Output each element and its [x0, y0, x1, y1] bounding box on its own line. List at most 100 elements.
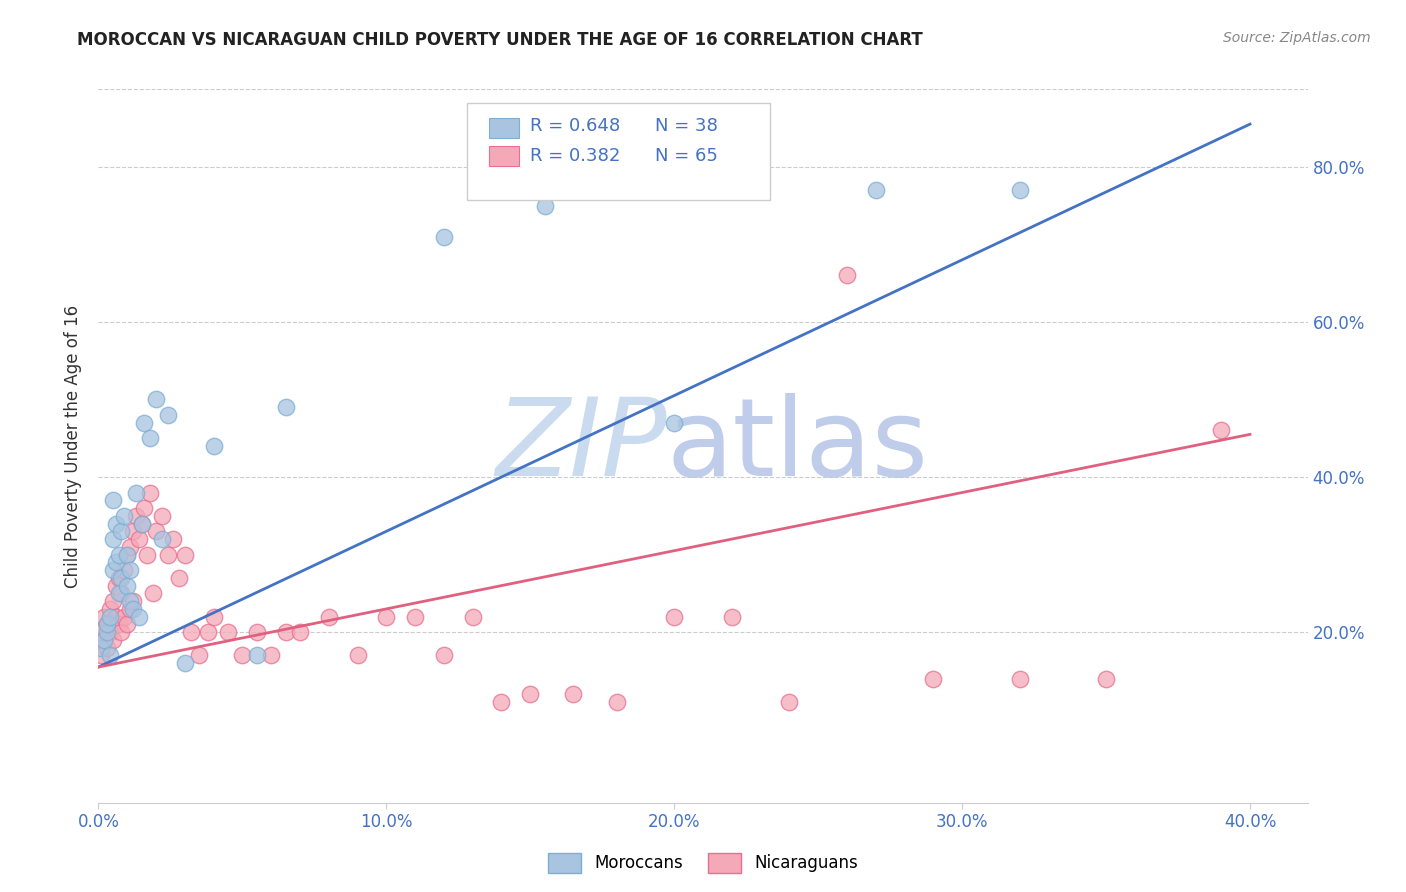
Point	[112, 609, 135, 624]
Point	[104, 609, 127, 624]
Point	[835, 268, 858, 283]
Point	[1008, 672, 1031, 686]
Text: MOROCCAN VS NICARAGUAN CHILD POVERTY UNDER THE AGE OF 16 CORRELATION CHART: MOROCCAN VS NICARAGUAN CHILD POVERTY UND…	[77, 31, 924, 49]
Point	[90, 625, 112, 640]
Point	[110, 625, 132, 640]
Point	[145, 524, 167, 539]
Point	[865, 183, 887, 197]
Point	[104, 555, 127, 569]
FancyBboxPatch shape	[489, 146, 519, 166]
Point	[922, 672, 945, 686]
Point	[150, 508, 173, 523]
Text: R = 0.648: R = 0.648	[530, 118, 620, 136]
Point	[93, 632, 115, 647]
Point	[404, 609, 426, 624]
FancyBboxPatch shape	[467, 103, 769, 200]
Point	[231, 648, 253, 663]
Point	[288, 625, 311, 640]
Point	[120, 540, 142, 554]
Point	[115, 548, 138, 562]
Point	[115, 548, 138, 562]
Point	[96, 617, 118, 632]
Point	[101, 632, 124, 647]
Point	[98, 602, 121, 616]
Point	[131, 516, 153, 531]
Point	[101, 532, 124, 546]
Text: atlas: atlas	[666, 393, 929, 499]
Point	[134, 501, 156, 516]
Point	[246, 625, 269, 640]
Point	[217, 625, 239, 640]
Text: Source: ZipAtlas.com: Source: ZipAtlas.com	[1223, 31, 1371, 45]
Point	[104, 516, 127, 531]
Point	[180, 625, 202, 640]
Point	[720, 609, 742, 624]
Point	[110, 571, 132, 585]
Point	[375, 609, 398, 624]
Point	[136, 548, 159, 562]
Point	[98, 609, 121, 624]
Point	[101, 493, 124, 508]
Point	[101, 563, 124, 577]
Point	[120, 594, 142, 608]
Point	[202, 439, 225, 453]
Point	[318, 609, 340, 624]
Point	[150, 532, 173, 546]
Point	[156, 408, 179, 422]
Point	[139, 431, 162, 445]
Point	[134, 416, 156, 430]
Point	[274, 625, 297, 640]
Point	[145, 392, 167, 407]
FancyBboxPatch shape	[489, 118, 519, 137]
Point	[112, 563, 135, 577]
Point	[115, 617, 138, 632]
Point	[167, 571, 190, 585]
Point	[461, 609, 484, 624]
Legend: Moroccans, Nicaraguans: Moroccans, Nicaraguans	[541, 847, 865, 880]
Point	[107, 617, 129, 632]
Point	[433, 229, 456, 244]
Point	[519, 687, 541, 701]
Point	[664, 416, 686, 430]
Text: N = 65: N = 65	[655, 146, 717, 164]
Point	[778, 695, 800, 709]
Point	[90, 648, 112, 663]
Point	[274, 401, 297, 415]
Point	[110, 524, 132, 539]
Point	[101, 594, 124, 608]
Point	[188, 648, 211, 663]
Y-axis label: Child Poverty Under the Age of 16: Child Poverty Under the Age of 16	[65, 304, 83, 588]
Point	[173, 656, 195, 670]
Point	[104, 579, 127, 593]
Point	[125, 508, 148, 523]
Point	[131, 516, 153, 531]
Point	[93, 632, 115, 647]
Point	[125, 485, 148, 500]
Point	[115, 579, 138, 593]
Point	[107, 571, 129, 585]
Point	[197, 625, 219, 640]
Point	[98, 648, 121, 663]
Point	[128, 609, 150, 624]
Point	[346, 648, 368, 663]
Point	[90, 640, 112, 655]
Point	[156, 548, 179, 562]
Point	[120, 563, 142, 577]
Point	[260, 648, 283, 663]
Point	[107, 586, 129, 600]
Point	[96, 640, 118, 655]
Point	[1008, 183, 1031, 197]
Point	[606, 695, 628, 709]
Point	[162, 532, 184, 546]
Text: N = 38: N = 38	[655, 118, 717, 136]
Point	[491, 695, 513, 709]
Point	[98, 625, 121, 640]
Point	[562, 687, 585, 701]
Point	[122, 602, 145, 616]
Point	[142, 586, 165, 600]
Point	[112, 508, 135, 523]
Point	[128, 532, 150, 546]
Point	[1211, 424, 1233, 438]
Point	[122, 524, 145, 539]
Point	[664, 609, 686, 624]
